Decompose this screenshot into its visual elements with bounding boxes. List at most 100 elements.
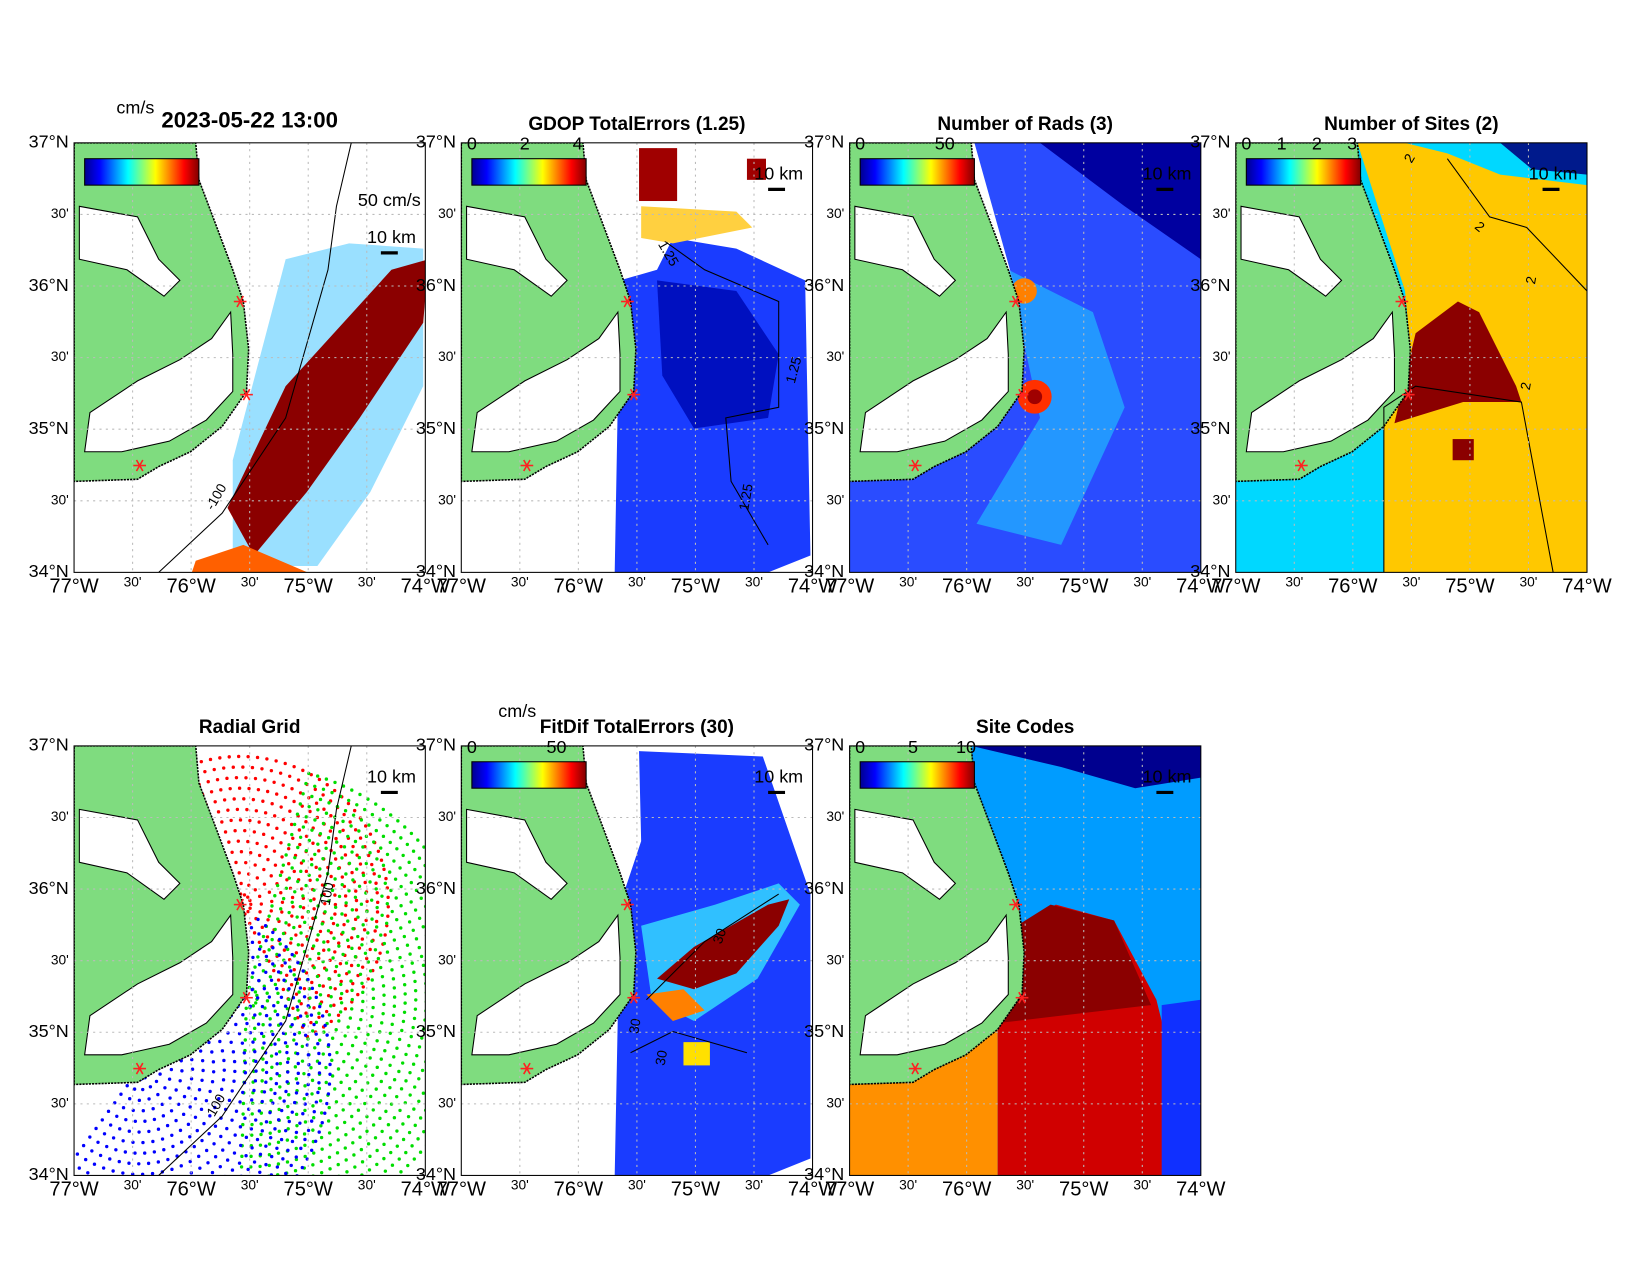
radial-grid-point bbox=[248, 1208, 251, 1211]
radial-grid-point bbox=[432, 922, 435, 925]
radial-grid-point bbox=[410, 1144, 414, 1148]
radial-grid-point bbox=[303, 1033, 308, 1037]
radial-grid-point bbox=[317, 1015, 321, 1019]
lon-label: 30' bbox=[745, 1178, 763, 1193]
radial-grid-point bbox=[299, 869, 303, 874]
radial-grid-point bbox=[263, 1006, 267, 1010]
radial-grid-point bbox=[262, 950, 266, 954]
radial-grid-point bbox=[140, 1172, 145, 1176]
radial-grid-point bbox=[343, 809, 348, 813]
radial-grid-point bbox=[326, 929, 331, 933]
radial-grid-point bbox=[330, 1058, 334, 1063]
radial-grid-point bbox=[358, 972, 363, 976]
radial-grid-point bbox=[350, 1066, 355, 1070]
radial-grid-point bbox=[313, 1046, 317, 1050]
radial-grid-point bbox=[244, 1017, 248, 1021]
radial-grid-point bbox=[433, 1066, 436, 1069]
radial-grid-point bbox=[162, 1181, 165, 1184]
radial-grid-point bbox=[424, 1009, 426, 1013]
radial-grid-point bbox=[374, 828, 379, 833]
radial-grid-point bbox=[404, 1150, 408, 1155]
radial-grid-point bbox=[316, 933, 320, 937]
radial-grid-point bbox=[324, 1065, 328, 1070]
radial-grid-point bbox=[215, 777, 220, 782]
radial-grid-point bbox=[371, 1108, 375, 1112]
radial-grid-point bbox=[323, 1111, 327, 1115]
radial-grid-point bbox=[312, 1006, 316, 1010]
radial-grid-point bbox=[347, 889, 351, 893]
radial-grid-point bbox=[272, 814, 277, 818]
radial-grid-point bbox=[263, 1211, 266, 1214]
lat-label: 30' bbox=[51, 492, 69, 507]
scale-label: 10 km bbox=[754, 766, 803, 786]
radial-grid-point bbox=[227, 1141, 231, 1145]
radial-grid-point bbox=[88, 1251, 91, 1254]
radial-grid-point bbox=[197, 1088, 202, 1092]
radial-grid-point bbox=[376, 956, 381, 961]
colorbar-tick-label: 50 bbox=[935, 134, 955, 154]
radial-grid-point bbox=[213, 1155, 218, 1159]
radial-grid-point bbox=[257, 932, 261, 936]
radial-grid-point bbox=[187, 1086, 191, 1090]
radial-grid-point bbox=[257, 962, 262, 967]
radial-grid-point bbox=[165, 1123, 170, 1128]
radial-grid-point bbox=[190, 1206, 193, 1209]
radial-grid-point bbox=[131, 1172, 135, 1176]
radial-grid-point bbox=[220, 820, 224, 824]
radial-grid-point bbox=[326, 1092, 331, 1096]
radial-grid-point bbox=[133, 1215, 136, 1218]
radial-grid-point bbox=[47, 1209, 50, 1212]
radial-grid-point bbox=[268, 1023, 272, 1027]
lon-label: 30' bbox=[1402, 575, 1420, 590]
radial-grid-point bbox=[130, 1236, 133, 1239]
radial-grid-point bbox=[137, 1098, 142, 1103]
radial-grid-point bbox=[294, 977, 298, 982]
radial-grid-point bbox=[329, 916, 334, 920]
radial-grid-point bbox=[269, 909, 273, 913]
radial-grid-point bbox=[142, 1215, 145, 1218]
radial-grid-point bbox=[241, 1101, 246, 1106]
radial-grid-point bbox=[303, 1154, 307, 1159]
radial-grid-point bbox=[276, 1173, 280, 1176]
radial-grid-point bbox=[204, 1148, 209, 1153]
radial-grid-point bbox=[264, 1070, 269, 1075]
radial-grid-point bbox=[314, 990, 319, 995]
radial-grid-point bbox=[101, 1232, 104, 1235]
radial-grid-point bbox=[271, 962, 275, 966]
lat-label: 30' bbox=[438, 952, 456, 967]
radial-grid-point bbox=[111, 1234, 114, 1237]
radial-grid-point bbox=[298, 802, 302, 806]
radial-grid-point bbox=[284, 1089, 288, 1094]
radial-grid-point bbox=[267, 995, 272, 999]
radial-grid-point bbox=[282, 978, 286, 982]
radial-grid-point bbox=[397, 1157, 401, 1161]
radial-grid-point bbox=[419, 896, 423, 900]
radial-grid-point bbox=[281, 818, 286, 822]
radial-grid-point bbox=[133, 1119, 138, 1123]
radial-grid-point bbox=[298, 1014, 303, 1018]
radial-grid-point bbox=[307, 1072, 311, 1077]
radial-grid-point bbox=[278, 1085, 282, 1089]
radial-grid-point bbox=[312, 907, 316, 911]
radial-grid-point bbox=[306, 977, 310, 982]
radial-grid-point bbox=[422, 1129, 426, 1134]
radial-grid-point bbox=[219, 788, 223, 792]
radial-grid-point bbox=[350, 1043, 355, 1048]
radial-grid-point bbox=[352, 1178, 355, 1181]
radial-grid-point bbox=[279, 805, 283, 809]
radial-grid-point bbox=[333, 780, 337, 785]
radial-grid-point bbox=[357, 1026, 361, 1031]
radial-grid-point bbox=[329, 1004, 333, 1008]
radial-grid-point bbox=[317, 1011, 321, 1016]
radial-grid-point bbox=[274, 759, 278, 763]
radial-grid-point bbox=[200, 1138, 204, 1143]
radial-grid-point bbox=[372, 1047, 376, 1052]
radial-grid-point bbox=[254, 809, 259, 813]
radial-grid-point bbox=[359, 1147, 364, 1152]
map-frame bbox=[849, 142, 1202, 573]
radial-grid-point bbox=[100, 1118, 104, 1122]
radial-grid-point bbox=[182, 1094, 187, 1099]
radial-grid-point bbox=[222, 798, 227, 802]
radial-grid-point bbox=[248, 1218, 251, 1221]
radial-grid-point bbox=[315, 938, 319, 942]
